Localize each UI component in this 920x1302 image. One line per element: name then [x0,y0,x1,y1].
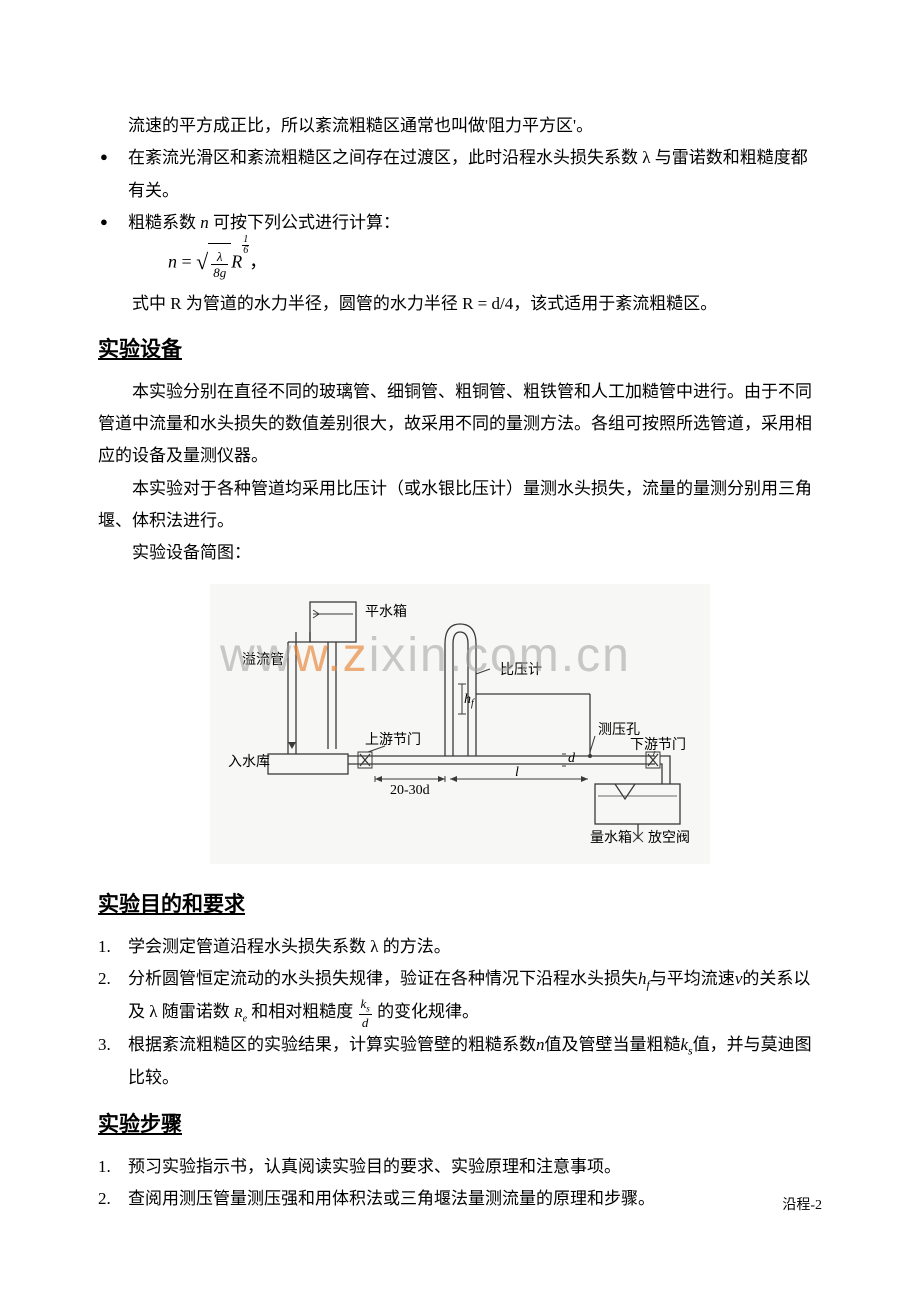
intro-line: 流速的平方成正比，所以紊流粗糙区通常也叫做'阻力平方区'。 [98,110,822,142]
label-range: 20-30d [390,783,430,798]
equipment-p1: 本实验分别在直径不同的玻璃管、细铜管、粗铜管、粗铁管和人工加糙管中进行。由于不同… [98,376,822,473]
steps-list: 预习实验指示书，认真阅读实验目的要求、实验原理和注意事项。 查阅用测压管量测压强… [98,1151,822,1216]
purpose-list: 学会测定管道沿程水头损失系数 λ 的方法。 分析圆管恒定流动的水头损失规律，验证… [98,931,822,1095]
label-biyaji: 比压计 [500,662,542,678]
purpose-item-1: 学会测定管道沿程水头损失系数 λ 的方法。 [98,931,822,963]
formula-note: 式中 R 为管道的水力半径，圆管的水力半径 R = d/4，该式适用于紊流粗糙区… [98,288,822,320]
equipment-p2: 本实验对于各种管道均采用比压计（或水银比压计）量测水头损失，流量的量测分别用三角… [98,473,822,538]
purpose-item-3: 根据紊流粗糙区的实验结果，计算实验管壁的粗糙系数n值及管壁当量粗糙ks值，并与莫… [98,1029,822,1094]
bullet-transition: 在紊流光滑区和紊流粗糙区之间存在过渡区，此时沿程水头损失系数 λ 与雷诺数和粗糙… [98,142,822,207]
label-pingshuixiang: 平水箱 [365,604,407,620]
equipment-diagram: hf d 20-30d [98,584,822,875]
label-shangyoujiemen: 上游节门 [365,732,421,748]
bullet-roughness: 粗糙系数 n 可按下列公式进行计算： [98,207,822,239]
steps-heading: 实验步骤 [98,1105,822,1145]
label-fangkongfa: 放空阀 [648,830,690,846]
label-ceyakou: 测压孔 [598,722,640,738]
label-liangshuixiang: 量水箱 [590,830,632,846]
label-xiayoujiemen: 下游节门 [630,737,686,753]
intro-bullets: 在紊流光滑区和紊流粗糙区之间存在过渡区，此时沿程水头损失系数 λ 与雷诺数和粗糙… [98,142,822,239]
label-rushuiku: 入水库 [228,754,270,770]
svg-text:d: d [568,751,576,766]
equipment-heading: 实验设备 [98,330,822,370]
steps-item-2: 查阅用测压管量测压强和用体积法或三角堰法量测流量的原理和步骤。 [98,1183,822,1215]
purpose-item-2: 分析圆管恒定流动的水头损失规律，验证在各种情况下沿程水头损失hf与平均流速ν的关… [98,963,822,1029]
equipment-p3: 实验设备简图： [98,537,822,569]
label-l: l [515,765,519,780]
label-yiliuguan: 溢流管 [242,652,284,668]
page-footer: 沿程-2 [782,1193,822,1220]
steps-item-1: 预习实验指示书，认真阅读实验目的要求、实验原理和注意事项。 [98,1151,822,1183]
purpose-heading: 实验目的和要求 [98,885,822,925]
formula: n = √λ8gR16， [98,239,822,287]
